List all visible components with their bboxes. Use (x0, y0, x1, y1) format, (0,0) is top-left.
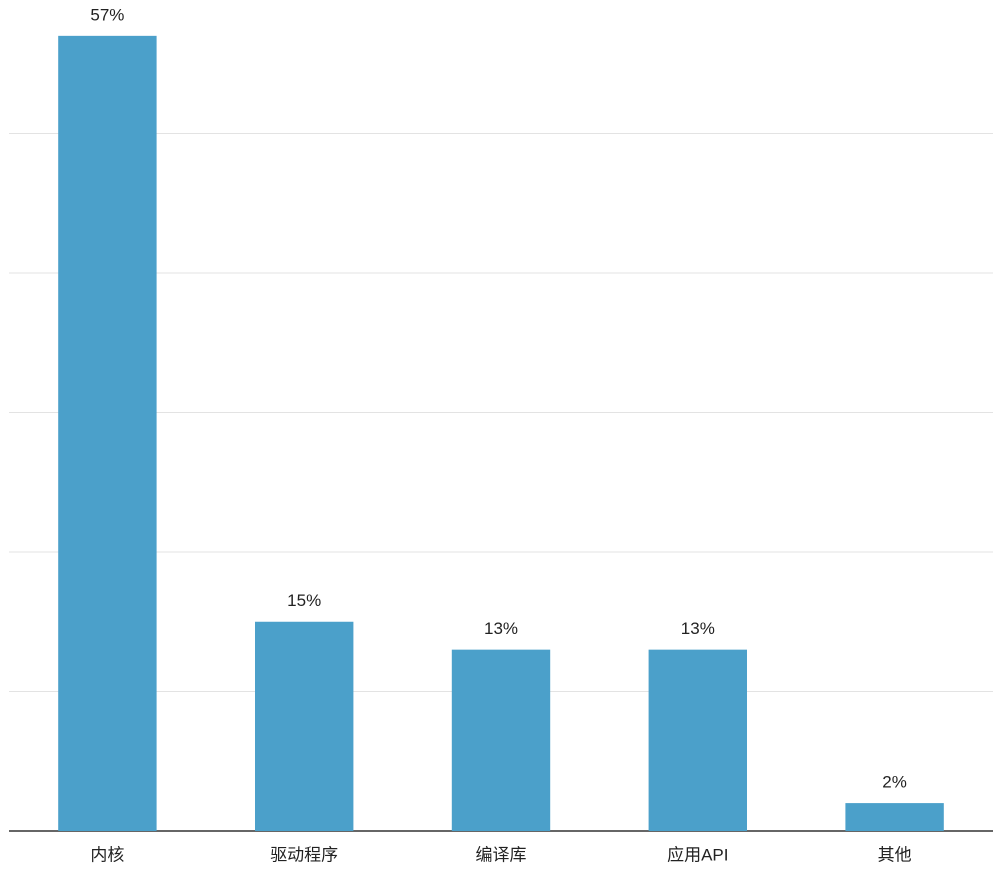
bar (58, 35, 157, 832)
value-label: 57% (90, 5, 124, 24)
bar (255, 621, 354, 831)
bar (845, 803, 944, 831)
value-label: 2% (882, 773, 907, 792)
bar (451, 649, 551, 831)
value-label: 15% (287, 591, 321, 610)
bar (648, 649, 747, 831)
x-tick-label: 编译库 (476, 845, 527, 864)
x-tick-label: 其他 (878, 845, 912, 864)
value-label: 13% (681, 619, 715, 638)
value-label: 13% (484, 619, 518, 638)
x-tick-label: 驱动程序 (270, 845, 338, 864)
x-tick-label: 应用API (667, 845, 728, 864)
x-tick-label: 内核 (90, 845, 124, 864)
